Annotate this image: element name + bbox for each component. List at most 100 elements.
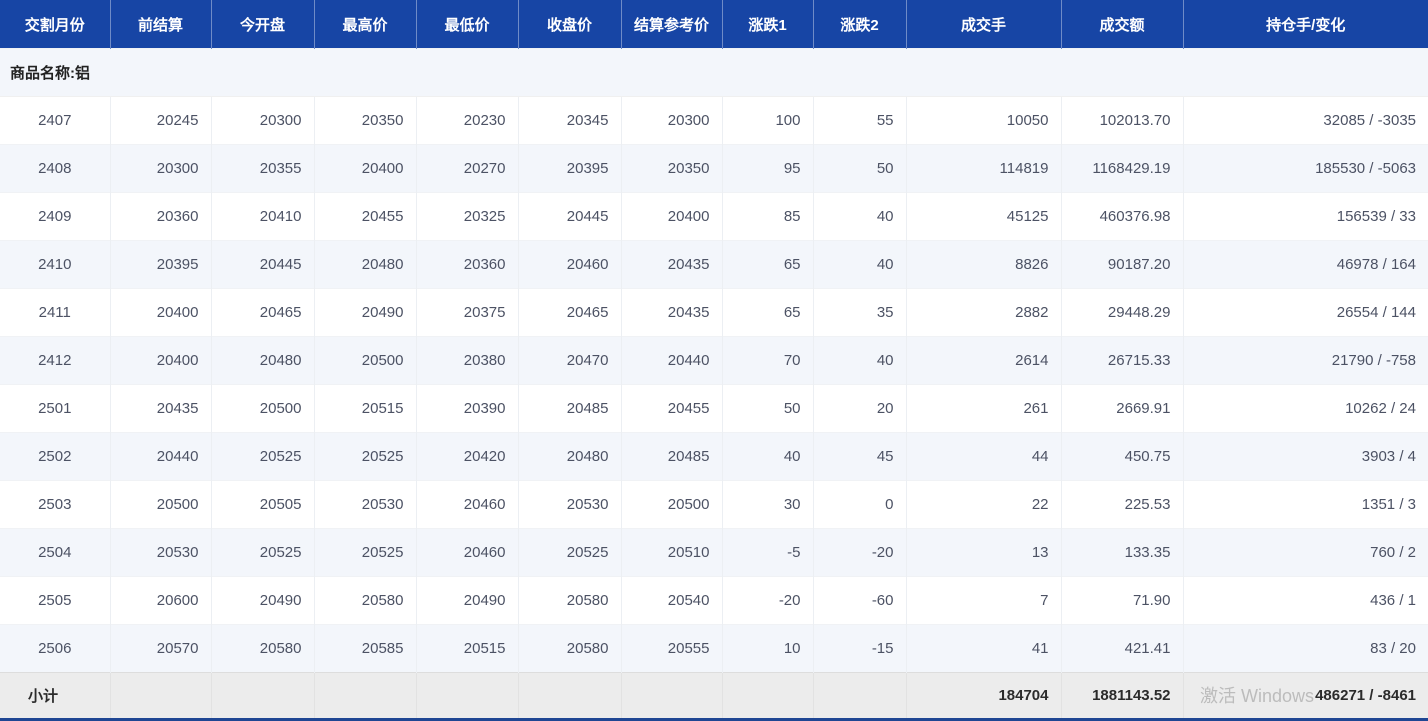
table-row: 2504205302052520525204602052520510-5-201… bbox=[0, 529, 1428, 577]
table-cell: 20525 bbox=[314, 529, 416, 577]
commodity-name-label: 商品名称:铝 bbox=[0, 49, 1428, 97]
month-cell: 2409 bbox=[0, 193, 110, 241]
month-cell: 2411 bbox=[0, 289, 110, 337]
column-header-prev-settlement: 前结算 bbox=[110, 0, 211, 49]
table-cell: 20445 bbox=[518, 193, 621, 241]
table-cell: 20400 bbox=[110, 337, 211, 385]
table-cell: 20460 bbox=[416, 481, 518, 529]
table-row: 2502204402052520525204202048020485404544… bbox=[0, 433, 1428, 481]
header-row: 交割月份 前结算 今开盘 最高价 最低价 收盘价 结算参考价 涨跌1 涨跌2 成… bbox=[0, 0, 1428, 49]
column-header-turnover: 成交额 bbox=[1061, 0, 1183, 49]
table-cell: 20455 bbox=[621, 385, 722, 433]
table-cell: 20400 bbox=[110, 289, 211, 337]
table-cell: 20 bbox=[813, 385, 906, 433]
table-cell: 114819 bbox=[906, 145, 1061, 193]
table-cell: 20470 bbox=[518, 337, 621, 385]
subtotal-cell bbox=[416, 673, 518, 720]
table-cell: 100 bbox=[722, 97, 813, 145]
table-cell: 44 bbox=[906, 433, 1061, 481]
table-cell: 225.53 bbox=[1061, 481, 1183, 529]
month-cell: 2501 bbox=[0, 385, 110, 433]
table-cell: 2614 bbox=[906, 337, 1061, 385]
column-header-volume: 成交手 bbox=[906, 0, 1061, 49]
table-cell: 133.35 bbox=[1061, 529, 1183, 577]
table-cell: 20395 bbox=[518, 145, 621, 193]
table-row: 2410203952044520480203602046020435654088… bbox=[0, 241, 1428, 289]
table-header: 交割月份 前结算 今开盘 最高价 最低价 收盘价 结算参考价 涨跌1 涨跌2 成… bbox=[0, 0, 1428, 49]
futures-quotes-page: { "table": { "columns": [ {"id": "delive… bbox=[0, 0, 1428, 707]
subtotal-cell bbox=[813, 673, 906, 720]
table-cell: 20530 bbox=[518, 481, 621, 529]
table-cell: 20515 bbox=[416, 625, 518, 673]
table-row: 250620570205802058520515205802055510-154… bbox=[0, 625, 1428, 673]
table-cell: 20480 bbox=[211, 337, 314, 385]
table-cell: 20400 bbox=[314, 145, 416, 193]
subtotal-row: 小计1847041881143.52486271 / -8461 bbox=[0, 673, 1428, 720]
table-cell: 20540 bbox=[621, 577, 722, 625]
table-cell: 20435 bbox=[621, 289, 722, 337]
column-header-delivery-month: 交割月份 bbox=[0, 0, 110, 49]
table-cell: -20 bbox=[813, 529, 906, 577]
column-header-open: 今开盘 bbox=[211, 0, 314, 49]
table-cell: 21790 / -758 bbox=[1183, 337, 1428, 385]
table-cell: 13 bbox=[906, 529, 1061, 577]
month-cell: 2407 bbox=[0, 97, 110, 145]
table-cell: 20500 bbox=[621, 481, 722, 529]
table-cell: 20460 bbox=[416, 529, 518, 577]
table-cell: 90187.20 bbox=[1061, 241, 1183, 289]
table-cell: 85 bbox=[722, 193, 813, 241]
table-cell: 50 bbox=[722, 385, 813, 433]
table-cell: 70 bbox=[722, 337, 813, 385]
table-cell: 1168429.19 bbox=[1061, 145, 1183, 193]
table-row: 2411204002046520490203752046520435653528… bbox=[0, 289, 1428, 337]
table-cell: 20485 bbox=[621, 433, 722, 481]
table-cell: 20390 bbox=[416, 385, 518, 433]
subtotal-cell bbox=[314, 673, 416, 720]
table-cell: 20245 bbox=[110, 97, 211, 145]
month-cell: 2506 bbox=[0, 625, 110, 673]
table-cell: 20480 bbox=[518, 433, 621, 481]
table-cell: 20490 bbox=[416, 577, 518, 625]
month-cell: 2504 bbox=[0, 529, 110, 577]
table-cell: 20525 bbox=[518, 529, 621, 577]
table-cell: 20300 bbox=[211, 97, 314, 145]
table-cell: 50 bbox=[813, 145, 906, 193]
table-cell: 20410 bbox=[211, 193, 314, 241]
table-cell: 3903 / 4 bbox=[1183, 433, 1428, 481]
table-cell: 261 bbox=[906, 385, 1061, 433]
subtotal-cell bbox=[722, 673, 813, 720]
table-cell: 20580 bbox=[211, 625, 314, 673]
subtotal-cell: 184704 bbox=[906, 673, 1061, 720]
table-body: 商品名称:铝 240720245203002035020230203452030… bbox=[0, 49, 1428, 673]
month-cell: 2412 bbox=[0, 337, 110, 385]
table-cell: 35 bbox=[813, 289, 906, 337]
table-cell: 20500 bbox=[211, 385, 314, 433]
table-cell: 10050 bbox=[906, 97, 1061, 145]
table-cell: 7 bbox=[906, 577, 1061, 625]
table-cell: 65 bbox=[722, 289, 813, 337]
table-cell: 71.90 bbox=[1061, 577, 1183, 625]
table-cell: 20480 bbox=[314, 241, 416, 289]
table-cell: 20230 bbox=[416, 97, 518, 145]
month-cell: 2408 bbox=[0, 145, 110, 193]
table-cell: 45 bbox=[813, 433, 906, 481]
table-cell: 20375 bbox=[416, 289, 518, 337]
futures-quotes-table: 交割月份 前结算 今开盘 最高价 最低价 收盘价 结算参考价 涨跌1 涨跌2 成… bbox=[0, 0, 1428, 721]
table-cell: 2669.91 bbox=[1061, 385, 1183, 433]
table-cell: 20580 bbox=[518, 577, 621, 625]
table-cell: 20465 bbox=[211, 289, 314, 337]
table-cell: 95 bbox=[722, 145, 813, 193]
table-cell: 436 / 1 bbox=[1183, 577, 1428, 625]
column-header-low: 最低价 bbox=[416, 0, 518, 49]
table-cell: 20515 bbox=[314, 385, 416, 433]
table-cell: 2882 bbox=[906, 289, 1061, 337]
table-cell: 20580 bbox=[518, 625, 621, 673]
table-cell: 20400 bbox=[621, 193, 722, 241]
subtotal-label: 小计 bbox=[0, 673, 110, 720]
table-cell: 10262 / 24 bbox=[1183, 385, 1428, 433]
table-cell: 20435 bbox=[110, 385, 211, 433]
table-cell: 20270 bbox=[416, 145, 518, 193]
table-cell: 26554 / 144 bbox=[1183, 289, 1428, 337]
table-cell: 30 bbox=[722, 481, 813, 529]
table-cell: 20490 bbox=[211, 577, 314, 625]
